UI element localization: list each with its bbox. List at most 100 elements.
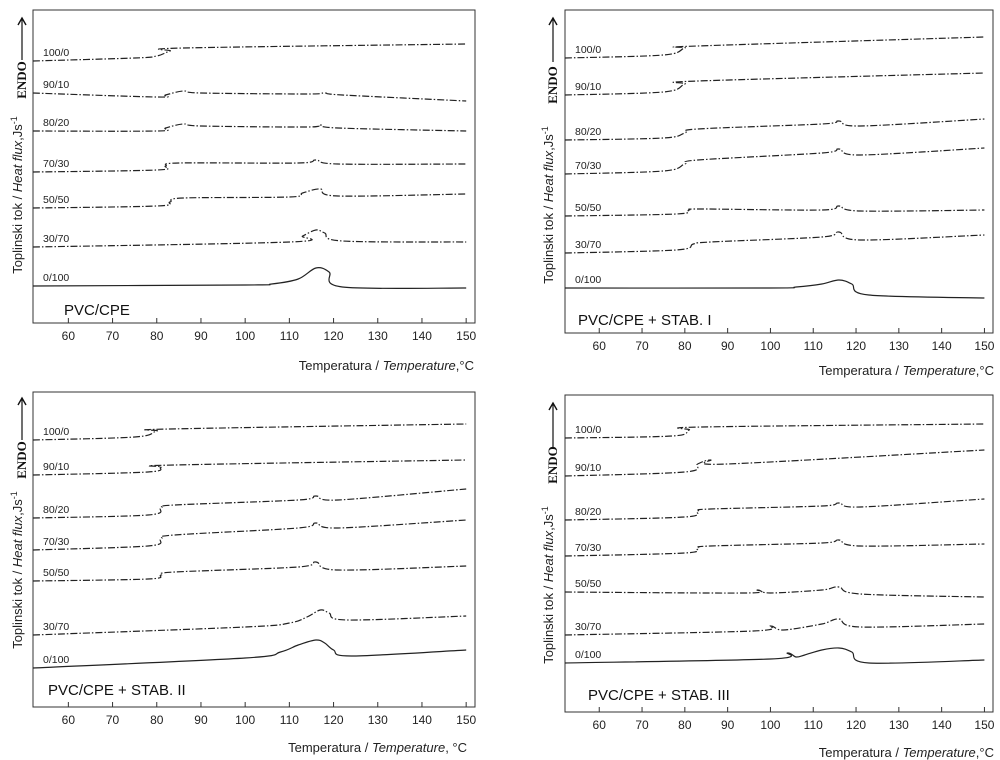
x-tick-label: 100: [760, 339, 780, 353]
plot-frame: [32, 391, 476, 708]
series-line-30-70: [564, 618, 985, 636]
chart-panel-4: 60 70 80 90 100 110 120 130 140 150 Temperatura / …: [540, 394, 995, 760]
series-line-90-10: [32, 90, 467, 102]
x-axis-label: Temperatura / Temperature, °C: [288, 740, 467, 755]
x-tick-label: 70: [106, 329, 120, 343]
series-line-70-30: [32, 519, 467, 551]
series-line-80-20: [564, 498, 985, 521]
x-tick-label: 60: [593, 339, 607, 353]
plot-frame: [564, 9, 994, 334]
series-label: 70/30: [575, 542, 601, 554]
series-label: 50/50: [43, 194, 69, 206]
series-label: 30/70: [575, 239, 601, 251]
series-label: 90/10: [575, 81, 601, 93]
x-axis-label: Temperatura / Temperature,°C: [299, 358, 474, 373]
endo-arrow-head: [17, 16, 27, 26]
series-label: 30/70: [43, 233, 69, 245]
series-label: 80/20: [575, 126, 601, 138]
x-tick-label: 80: [150, 713, 164, 727]
x-tick-label: 130: [368, 329, 388, 343]
x-tick-label: 110: [280, 713, 299, 727]
series-line-100-0: [564, 423, 985, 439]
x-tick-label: 90: [194, 713, 208, 727]
x-tick-label: 150: [456, 713, 476, 727]
series-label: 50/50: [43, 567, 69, 579]
x-tick-label: 70: [635, 718, 649, 732]
series-line-0-100: [564, 279, 985, 299]
series-label: 0/100: [575, 274, 601, 286]
endo-label: ENDO: [545, 66, 560, 104]
x-tick-label: 130: [889, 339, 909, 353]
endo-arrow-head: [548, 16, 558, 26]
series-label: 30/70: [575, 621, 601, 633]
x-axis-label: Temperatura / Temperature,°C: [819, 363, 994, 378]
x-tick-label: 90: [721, 339, 735, 353]
series-line-90-10: [564, 449, 985, 477]
y-axis-label: Toplinski tok / Heat flux,Js-1: [540, 126, 556, 284]
series-line-30-70: [564, 231, 985, 254]
x-tick-label: 150: [974, 339, 994, 353]
series-label: 100/0: [575, 44, 601, 56]
series-label: 30/70: [43, 621, 69, 633]
series-label: 50/50: [575, 202, 601, 214]
series-line-0-100: [32, 267, 467, 290]
plot-frame: [32, 9, 476, 324]
series-line-50-50: [564, 586, 985, 598]
y-axis-label: Toplinski tok / Heat flux,Js-1: [540, 506, 556, 664]
panel-title: PVC/CPE + STAB. I: [578, 312, 712, 329]
x-tick-label: 110: [804, 718, 823, 732]
x-tick-label: 120: [324, 713, 344, 727]
series-label: 0/100: [43, 272, 69, 284]
panel-title: PVC/CPE: [64, 302, 130, 319]
series-line-90-10: [564, 72, 985, 96]
y-axis-label: Toplinski tok / Heat flux,Js-1: [9, 116, 25, 274]
x-tick-label: 70: [635, 339, 649, 353]
endo-label: ENDO: [14, 441, 29, 479]
series-line-30-70: [32, 609, 467, 636]
x-tick-label: 140: [412, 329, 432, 343]
panel-title: PVC/CPE + STAB. II: [48, 682, 186, 699]
panel-title: PVC/CPE + STAB. III: [588, 687, 730, 704]
x-tick-label: 100: [235, 713, 255, 727]
x-tick-label: 60: [593, 718, 607, 732]
series-line-0-100: [32, 639, 467, 669]
x-tick-label: 100: [235, 329, 255, 343]
chart-panel-1: 60 70 80 90 100 110 120 130 140 150 Temperatura / …: [9, 9, 476, 373]
x-tick-label: 100: [760, 718, 780, 732]
x-tick-label: 110: [804, 339, 823, 353]
x-tick-label: 60: [62, 713, 76, 727]
x-tick-label: 90: [194, 329, 208, 343]
series-label: 80/20: [43, 504, 69, 516]
series-line-80-20: [564, 118, 985, 141]
series-label: 50/50: [575, 578, 601, 590]
series-label: 70/30: [575, 160, 601, 172]
endo-arrow-head: [548, 401, 558, 411]
x-tick-label: 120: [846, 339, 866, 353]
series-line-100-0: [32, 43, 467, 62]
x-tick-label: 70: [106, 713, 120, 727]
series-label: 0/100: [575, 649, 601, 661]
series-line-90-10: [32, 459, 467, 476]
x-tick-label: 60: [62, 329, 76, 343]
endo-label: ENDO: [14, 61, 29, 99]
x-tick-label: 90: [721, 718, 735, 732]
x-tick-label: 150: [974, 718, 994, 732]
x-tick-label: 130: [889, 718, 909, 732]
series-label: 90/10: [43, 461, 69, 473]
x-tick-label: 150: [456, 329, 476, 343]
series-line-30-70: [32, 229, 467, 248]
endo-label: ENDO: [545, 446, 560, 484]
series-line-70-30: [564, 539, 985, 557]
x-axis-label: Temperatura / Temperature,°C: [819, 745, 994, 760]
series-label: 90/10: [43, 79, 69, 91]
x-tick-label: 120: [846, 718, 866, 732]
x-tick-label: 80: [150, 329, 164, 343]
x-tick-label: 130: [368, 713, 388, 727]
x-tick-label: 80: [678, 718, 692, 732]
series-label: 100/0: [575, 424, 601, 436]
x-tick-label: 80: [678, 339, 692, 353]
series-line-50-50: [32, 188, 467, 209]
series-label: 70/30: [43, 158, 69, 170]
series-line-100-0: [32, 423, 467, 441]
series-line-100-0: [564, 36, 985, 59]
